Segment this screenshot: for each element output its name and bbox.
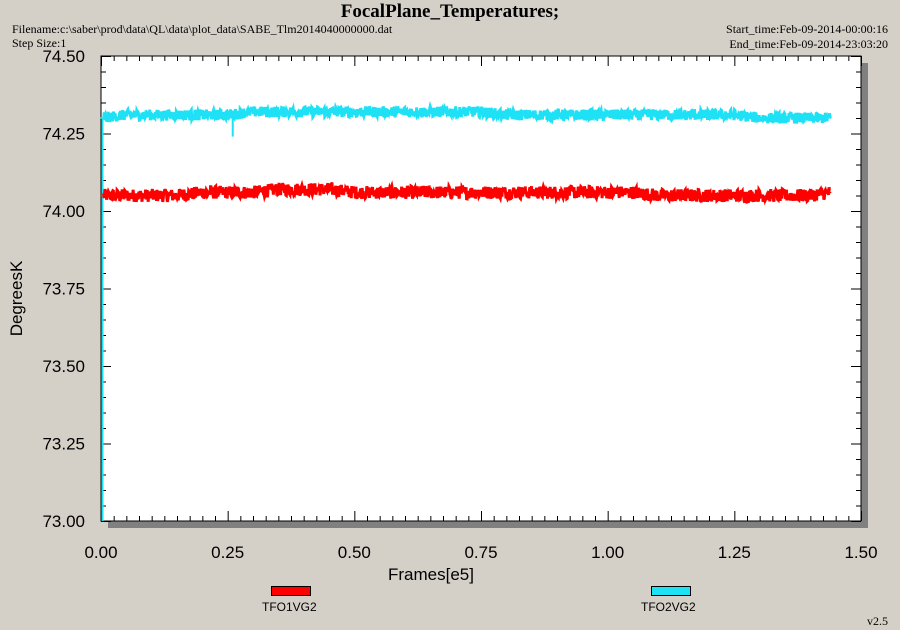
data-point-tfo1vg2	[480, 191, 482, 194]
data-point-tfo2vg2	[682, 114, 685, 116]
x-tick-label: 1.25	[718, 543, 751, 562]
data-point-tfo1vg2	[404, 191, 406, 194]
data-point-tfo2vg2	[829, 117, 832, 119]
data-point-tfo2vg2	[784, 117, 786, 119]
x-tick-label: 1.00	[591, 543, 624, 562]
data-point-tfo1vg2	[252, 191, 254, 194]
step-size-label: Step Size:1	[12, 36, 67, 50]
start-time-label: Start_time:Feb-09-2014-00:00:16	[726, 22, 888, 36]
data-point-tfo1vg2	[201, 191, 204, 194]
chart-title: FocalPlane_Temperatures;	[340, 1, 560, 22]
data-point-tfo1vg2	[657, 194, 660, 197]
series-line-tfo1vg2	[102, 179, 832, 206]
data-point-tfo2vg2	[657, 114, 660, 116]
data-point-tfo1vg2	[505, 191, 508, 194]
data-point-tfo1vg2	[809, 194, 812, 197]
legend-label-tfo2vg2: TFO2VG2	[641, 600, 696, 614]
data-point-tfo1vg2	[606, 191, 609, 194]
data-point-tfo2vg2	[277, 111, 280, 113]
data-point-tfo1vg2	[378, 191, 381, 194]
legend-label-tfo1vg2: TFO1VG2	[262, 600, 317, 614]
data-point-tfo2vg2	[100, 117, 102, 119]
data-point-tfo2vg2	[378, 111, 381, 113]
y-tick-label: 73.75	[42, 280, 85, 299]
data-point-tfo1vg2	[632, 191, 634, 194]
data-point-tfo1vg2	[150, 194, 153, 197]
data-point-tfo1vg2	[733, 194, 736, 197]
data-point-tfo1vg2	[226, 191, 229, 194]
data-point-tfo2vg2	[708, 114, 710, 116]
y-axis-label: DegreesK	[7, 260, 26, 336]
data-point-tfo2vg2	[733, 114, 736, 116]
data-point-tfo2vg2	[252, 111, 254, 113]
x-tick-label: 1.50	[844, 543, 877, 562]
x-tick-label: 0.25	[211, 543, 244, 562]
data-point-tfo1vg2	[758, 194, 761, 197]
series-tfo1vg2	[100, 179, 832, 206]
data-point-tfo2vg2	[530, 114, 533, 116]
series-tfo2vg2	[100, 100, 832, 126]
plot-area	[100, 55, 862, 522]
data-point-tfo2vg2	[581, 114, 584, 116]
data-point-tfo1vg2	[100, 194, 102, 197]
data-point-tfo2vg2	[353, 111, 356, 113]
version-label: v2.5	[867, 614, 888, 628]
data-point-tfo1vg2	[454, 191, 457, 194]
data-point-tfo1vg2	[784, 194, 786, 197]
data-point-tfo1vg2	[829, 191, 832, 194]
data-point-tfo2vg2	[454, 111, 457, 113]
data-point-tfo1vg2	[302, 188, 305, 191]
data-point-tfo2vg2	[125, 114, 128, 116]
data-point-tfo2vg2	[809, 117, 812, 119]
data-point-tfo1vg2	[708, 194, 710, 197]
y-tick-label: 73.00	[42, 512, 85, 531]
data-point-tfo2vg2	[328, 111, 330, 113]
legend-swatch-tfo1vg2	[271, 586, 311, 596]
data-point-tfo1vg2	[328, 188, 330, 191]
data-point-tfo1vg2	[581, 191, 584, 194]
data-point-tfo2vg2	[226, 114, 229, 116]
data-point-tfo2vg2	[505, 114, 508, 116]
data-point-tfo1vg2	[277, 188, 280, 191]
data-point-tfo2vg2	[429, 111, 432, 113]
data-point-tfo2vg2	[201, 114, 204, 116]
y-tick-label: 74.50	[42, 47, 85, 66]
data-point-tfo1vg2	[125, 194, 128, 197]
data-point-tfo1vg2	[682, 194, 685, 197]
y-tick-label: 73.50	[42, 357, 85, 376]
data-point-tfo2vg2	[606, 114, 609, 116]
data-point-tfo2vg2	[556, 114, 558, 116]
data-point-tfo2vg2	[150, 114, 153, 116]
data-point-tfo1vg2	[429, 191, 432, 194]
data-point-tfo1vg2	[530, 191, 533, 194]
data-point-tfo2vg2	[480, 111, 482, 113]
data-point-tfo2vg2	[758, 117, 761, 119]
data-point-tfo1vg2	[176, 194, 178, 197]
x-tick-label: 0.50	[338, 543, 371, 562]
y-tick-label: 74.25	[42, 125, 85, 144]
legend-swatch-tfo2vg2	[651, 586, 691, 596]
x-tick-label: 0.00	[84, 543, 117, 562]
filename-label: Filename:c:\saber\prod\data\QL\data\plot…	[12, 22, 393, 36]
y-tick-label: 74.00	[42, 202, 85, 221]
data-point-tfo2vg2	[632, 114, 634, 116]
data-point-tfo2vg2	[302, 111, 305, 113]
y-tick-label: 73.25	[42, 435, 85, 454]
x-tick-label: 0.75	[464, 543, 497, 562]
series-line-tfo2vg2	[102, 100, 832, 126]
data-point-tfo1vg2	[353, 191, 356, 194]
data-point-tfo1vg2	[556, 191, 558, 194]
end-time-label: End_time:Feb-09-2014-23:03:20	[729, 37, 888, 51]
x-axis-label: Frames[e5]	[388, 565, 474, 584]
data-point-tfo2vg2	[404, 111, 406, 113]
data-point-tfo2vg2	[176, 114, 178, 116]
